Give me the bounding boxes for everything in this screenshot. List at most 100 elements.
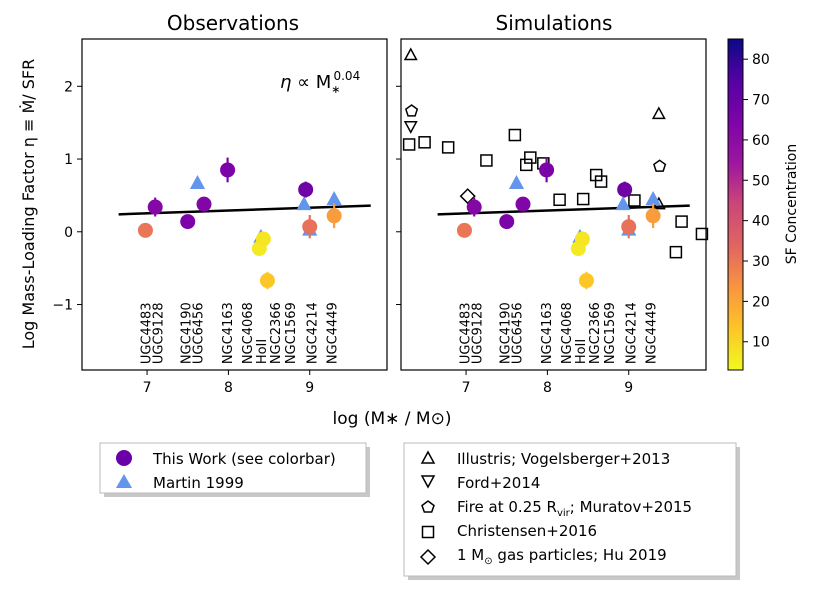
galaxy-label-hoii: HoII bbox=[255, 339, 270, 364]
this-work-point bbox=[515, 196, 531, 212]
y-tick-label: 1 bbox=[64, 152, 73, 168]
fit-annotation: η ∝ M∗0.04 bbox=[280, 69, 360, 96]
galaxy-label-ngc2366: NGC2366 bbox=[269, 302, 284, 364]
this-work-point bbox=[621, 219, 637, 235]
fit-line bbox=[118, 204, 371, 216]
christensen-point bbox=[576, 192, 590, 206]
y-axis-label: Log Mass-Loading Factor η ≡ Ṁ/ SFR bbox=[19, 59, 38, 349]
galaxy-label-ngc4449: NGC4449 bbox=[326, 302, 341, 364]
christensen-point bbox=[553, 193, 566, 207]
hu-point bbox=[459, 188, 476, 205]
galaxy-label-ngc4163: NGC4163 bbox=[221, 302, 236, 364]
this-work-point bbox=[499, 214, 515, 230]
colorbar-tick-label: 50 bbox=[752, 173, 770, 189]
this-work-point bbox=[302, 219, 318, 235]
fit-annotation-rest: ∝ M bbox=[291, 72, 331, 93]
this-work-point bbox=[539, 162, 555, 178]
legend-christensen-label: Christensen+2016 bbox=[457, 522, 597, 540]
galaxy-label-ngc4449: NGC4449 bbox=[645, 302, 660, 364]
martin-point bbox=[615, 196, 631, 211]
christensen-point bbox=[520, 158, 533, 172]
christensen-point bbox=[675, 215, 688, 228]
fit-annotation-main: η bbox=[280, 72, 291, 93]
this-work-point bbox=[220, 162, 236, 178]
legend-hu-label-tail: gas particles; Hu 2019 bbox=[493, 546, 667, 564]
legend-sim-box bbox=[403, 442, 737, 577]
legend-hu-label: 1 M⊙ gas particles; Hu 2019 bbox=[457, 546, 667, 567]
colorbar-tick-label: 60 bbox=[752, 133, 770, 149]
y-tick-label: −1 bbox=[52, 298, 73, 314]
legend-this-work-marker bbox=[116, 450, 132, 466]
galaxy-label-ugc6456: UGC6456 bbox=[510, 302, 525, 364]
martin-point bbox=[296, 196, 312, 211]
legend-data: This Work (see colorbar) Martin 1999 bbox=[99, 442, 370, 497]
christensen-point bbox=[480, 154, 493, 167]
christensen-point bbox=[695, 227, 709, 241]
x-tick-label: 8 bbox=[224, 380, 233, 396]
christensen-point bbox=[402, 138, 416, 151]
galaxy-label-ugc4483: UGC4483 bbox=[458, 302, 473, 364]
x-tick-label: 9 bbox=[305, 380, 314, 396]
this-work-point bbox=[456, 222, 472, 238]
this-work-point bbox=[645, 208, 661, 224]
this-work-point bbox=[196, 196, 212, 212]
legend-fire-label-tail: ; Muratov+2015 bbox=[570, 498, 692, 516]
galaxy-label-ngc4068: NGC4068 bbox=[241, 302, 256, 364]
christensen-point bbox=[524, 151, 537, 164]
colorbar-tick-label: 30 bbox=[752, 254, 770, 270]
galaxy-label-hoii: HoII bbox=[574, 339, 589, 364]
ford-point bbox=[403, 121, 418, 134]
legend-data-box bbox=[99, 442, 367, 494]
fire-point bbox=[404, 104, 419, 117]
legend-fire-label-sub: vir bbox=[557, 508, 571, 519]
x-tick-label: 7 bbox=[462, 380, 471, 396]
legend-ford-label: Ford+2014 bbox=[457, 474, 540, 492]
legend-hu-marker bbox=[419, 548, 437, 566]
colorbar-label: SF Concentration bbox=[784, 144, 800, 264]
fit-line bbox=[437, 204, 690, 216]
colorbar-tick-label: 80 bbox=[752, 52, 770, 68]
legend-fire-marker bbox=[421, 500, 435, 513]
panel-title-simulations: Simulations bbox=[496, 11, 613, 35]
panel-title-observations: Observations bbox=[167, 11, 299, 35]
colorbar-gradient bbox=[727, 38, 744, 371]
legend-christensen-marker bbox=[421, 525, 435, 539]
christensen-point bbox=[594, 175, 608, 188]
fit-annotation-exp: 0.04 bbox=[333, 69, 360, 83]
galaxy-label-ngc1569: NGC1569 bbox=[603, 302, 618, 364]
legend-illustris-marker bbox=[420, 450, 436, 464]
galaxy-label-ugc9128: UGC9128 bbox=[471, 302, 486, 364]
martin-point bbox=[508, 175, 525, 190]
fit-annotation-sub: ∗ bbox=[331, 83, 340, 96]
legend-martin-marker bbox=[116, 474, 132, 488]
illustris-point bbox=[651, 106, 666, 120]
this-work-point bbox=[147, 199, 163, 215]
this-work-point bbox=[326, 208, 342, 224]
galaxy-label-ngc2366: NGC2366 bbox=[588, 302, 603, 364]
colorbar-ticks: 10 20 30 40 50 60 70 80 bbox=[743, 52, 770, 351]
this-work-point bbox=[298, 182, 314, 198]
this-work-point bbox=[180, 214, 196, 230]
this-work-point bbox=[255, 231, 271, 247]
y-tick-label: 2 bbox=[64, 79, 73, 95]
y-tick-label: 0 bbox=[64, 225, 73, 241]
galaxy-label-ngc4068: NGC4068 bbox=[560, 302, 575, 364]
legend-this-work-label: This Work (see colorbar) bbox=[152, 450, 336, 468]
martin-point bbox=[326, 191, 342, 206]
legend-fire-label: Fire at 0.25 Rvir; Muratov+2015 bbox=[457, 498, 692, 519]
x-axis-label: log (M∗ / M⊙) bbox=[333, 409, 452, 429]
colorbar-tick-label: 20 bbox=[752, 294, 770, 310]
legend-ford-marker bbox=[420, 475, 436, 489]
x-tick-label: 7 bbox=[143, 380, 152, 396]
this-work-point bbox=[466, 199, 482, 215]
martin-point bbox=[189, 175, 206, 190]
galaxy-label-ugc9128: UGC9128 bbox=[152, 302, 167, 364]
legend-illustris-label: Illustris; Vogelsberger+2013 bbox=[457, 450, 670, 468]
this-work-point bbox=[137, 222, 153, 238]
galaxy-label-ugc4483: UGC4483 bbox=[139, 302, 154, 364]
galaxy-label-ngc4190: NGC4190 bbox=[498, 302, 513, 364]
legend-fire-label-main: Fire at 0.25 R bbox=[457, 498, 557, 516]
christensen-point bbox=[669, 245, 683, 259]
